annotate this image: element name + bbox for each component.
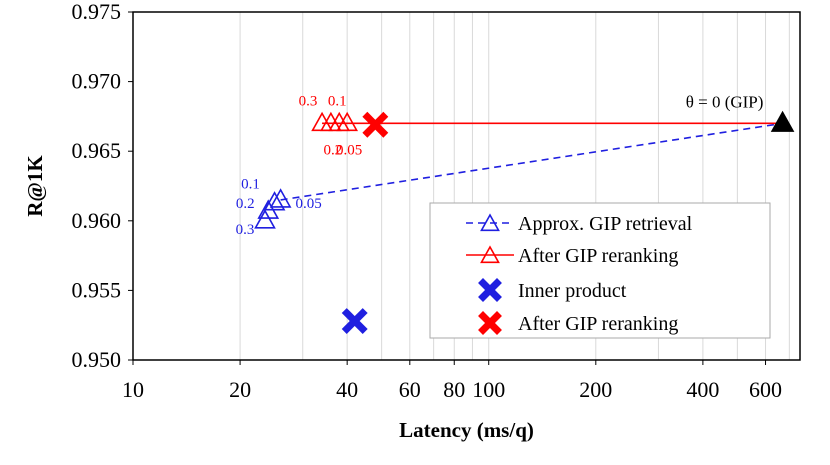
inner-product-marker — [341, 308, 368, 334]
x-tick-label: 20 — [229, 377, 251, 402]
reranked-point-label: 0.3 — [299, 93, 318, 109]
legend-label: Inner product — [518, 280, 627, 302]
approx-gip-point-label: 0.3 — [236, 222, 255, 238]
x-tick-label: 60 — [399, 377, 421, 402]
point-labels: 0.3 0.2 0.1 0.05 0.3 0.2 0.1 0.05 — [236, 93, 363, 237]
y-tick-label: 0.970 — [72, 69, 122, 94]
x-marker-stroke — [478, 278, 502, 302]
plot-frame — [132, 11, 801, 361]
approx-gip-point-label: 0.05 — [295, 196, 321, 212]
legend: Approx. GIP retrieval After GIP reranking… — [429, 202, 771, 339]
inner-product-reranked-marker — [362, 111, 389, 138]
reranked-marker — [336, 111, 359, 132]
approx-gip-point-label: 0.1 — [241, 177, 260, 193]
y-tick-label: 0.950 — [72, 347, 122, 372]
y-tick-label: 0.960 — [72, 208, 122, 233]
x-tick-label: 100 — [472, 377, 505, 402]
x-tick-label: 400 — [686, 377, 719, 402]
reranked-point-label: 0.2 — [324, 142, 343, 158]
y-tick-label: 0.955 — [72, 277, 122, 302]
approx-gip-dashed-line — [280, 122, 783, 201]
gip-reference-marker — [770, 110, 795, 132]
legend-label: After GIP reranking — [518, 245, 678, 267]
data-markers — [254, 110, 795, 334]
legend-label: After GIP reranking — [518, 313, 678, 335]
reranked-point-label: 0.1 — [328, 93, 347, 109]
x-tick-label: 200 — [579, 377, 612, 402]
y-axis-title: R@1K — [23, 155, 47, 217]
approx-gip-marker — [269, 188, 292, 208]
x-marker-stroke — [362, 111, 389, 138]
axis-ticks: 10 20 40 60 80 100 200 400 600 0.950 0.955 0.960 0.9… — [72, 0, 783, 402]
legend-symbol-triangle — [480, 245, 500, 264]
x-tick-label: 40 — [336, 377, 358, 402]
x-tick-label: 10 — [122, 377, 144, 402]
reference-annotation: θ = 0 (GIP) — [686, 92, 764, 111]
x-tick-label: 80 — [443, 377, 465, 402]
approx-gip-marker — [263, 191, 286, 211]
legend-symbol-x — [478, 311, 502, 335]
y-tick-label: 0.965 — [72, 138, 122, 163]
legend-symbol-x — [478, 278, 502, 302]
y-tick-label: 0.975 — [72, 0, 122, 24]
legend-items: Approx. GIP retrieval After GIP reranking… — [466, 213, 693, 335]
series-lines — [280, 122, 783, 201]
x-marker-stroke — [341, 308, 368, 334]
reranked-point-label: 0.05 — [336, 142, 362, 158]
approx-gip-marker — [254, 209, 276, 229]
approx-gip-point-label: 0.2 — [236, 196, 255, 212]
legend-symbol-triangle — [480, 213, 500, 232]
legend-label: Approx. GIP retrieval — [518, 213, 693, 235]
x-marker-stroke — [478, 311, 502, 335]
x-axis-title: Latency (ms/q) — [399, 418, 534, 442]
x-tick-label: 600 — [749, 377, 782, 402]
